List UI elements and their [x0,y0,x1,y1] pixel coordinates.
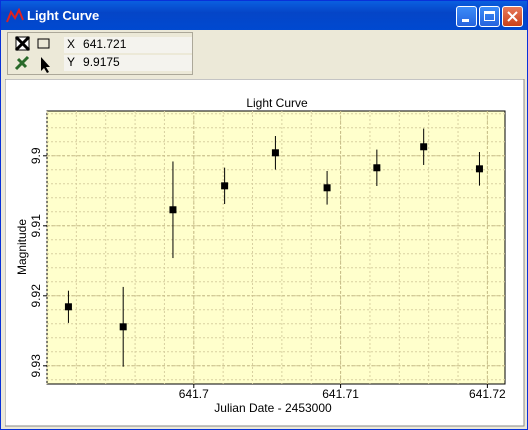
pointer-tool[interactable] [41,57,50,73]
y-tick-label: 9.9 [29,147,43,164]
readout-label: Y [67,55,76,69]
data-point [64,303,72,311]
maximize-button[interactable] [479,6,500,27]
minimize-button[interactable] [456,6,477,27]
y-readout: Y 9.9175 [64,55,192,71]
close-button[interactable] [502,6,523,27]
title-bar: Light Curve [1,1,527,30]
x-tick-label: 641.71 [322,387,359,401]
readout-value: 9.9175 [83,55,120,69]
x-axis-label: Julian Date - 2453000 [214,401,332,415]
tool-icons [14,35,50,73]
y-tick-label: 9.91 [29,214,43,238]
data-point [420,143,428,151]
data-point [373,164,381,172]
x-tick-label: 641.7 [179,387,209,401]
pan-tool[interactable] [14,55,30,71]
readout-label: X [67,37,76,51]
app-icon [6,8,24,23]
toolbar: X 641.721 Y 9.9175 [7,32,193,75]
x-readout: X 641.721 [64,37,192,53]
data-point [119,323,127,331]
data-point [475,165,483,173]
chart-title: Light Curve [246,96,308,110]
y-tick-label: 9.92 [29,284,43,308]
y-axis-label: Magnitude [15,219,29,275]
y-tick-label: 9.93 [29,354,43,378]
x-tick-label: 641.72 [469,387,506,401]
window-title: Light Curve [27,8,100,23]
data-point [271,149,279,157]
data-point [221,182,229,190]
data-point [169,206,177,214]
select-tool[interactable] [37,38,50,49]
chart: Light Curve Julian Date - 2453000 Magnit… [5,79,525,427]
readout-value: 641.721 [83,37,127,51]
data-point [323,184,331,192]
